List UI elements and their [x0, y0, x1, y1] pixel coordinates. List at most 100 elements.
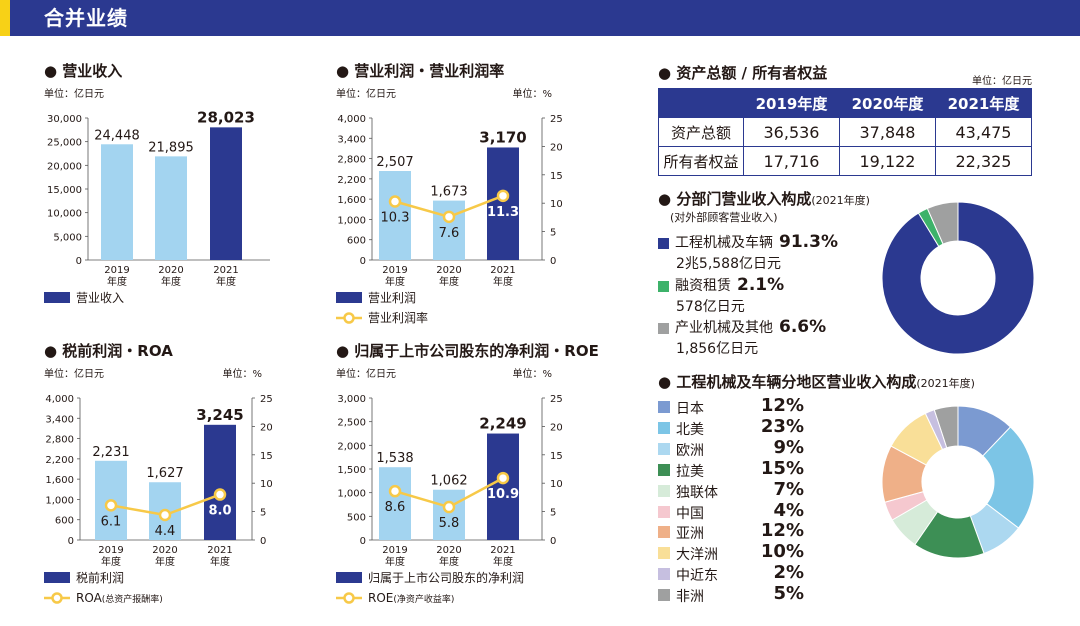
x-tick-label: 年度	[493, 555, 513, 568]
legend-swatch	[658, 421, 670, 434]
y-tick-label: 15,000	[47, 185, 82, 196]
x-tick-label: 年度	[216, 275, 236, 288]
assets-table: 2019年度 2020年度 2021年度 资产总额 36,536 37,848 …	[658, 88, 1032, 176]
segment-legend-item: 产业机械及其他 6.6%	[658, 317, 826, 337]
bar	[204, 424, 236, 540]
region-name: 中国	[676, 505, 704, 522]
bar	[487, 433, 519, 540]
line-point	[496, 471, 510, 485]
x-tick-label: 2021	[207, 545, 232, 556]
legend-label: 营业利润	[368, 291, 416, 305]
column-header: 2021年度	[935, 88, 1032, 118]
bar-value-label: 28,023	[197, 108, 255, 126]
x-tick-label: 年度	[439, 275, 459, 288]
region-name: 亚洲	[676, 526, 704, 543]
x-tick-label: 2021	[490, 545, 515, 556]
table-cell: 19,122	[839, 146, 936, 176]
bar-value-label: 1,673	[430, 185, 467, 200]
bar-value-label: 3,170	[479, 128, 526, 146]
x-tick-label: 年度	[385, 275, 405, 288]
y-tick-label: 0	[68, 536, 74, 547]
line-point	[158, 508, 172, 522]
legend-label: ROA(总资产报酬率)	[76, 591, 163, 605]
region-legend-item: 北美 23%	[658, 415, 808, 439]
legend-swatch	[658, 401, 670, 413]
bar	[379, 467, 411, 540]
y-tick-label: 10,000	[47, 209, 82, 220]
unit-label-right: 单位：%	[222, 367, 262, 380]
line-value-label: 10.3	[381, 210, 410, 225]
region-legend-item: 独联体 7%	[658, 478, 808, 502]
table-cell: 36,536	[743, 117, 840, 147]
legend-label: 营业收入	[76, 291, 124, 305]
x-tick-label: 年度	[161, 275, 181, 288]
y-tick-label: 1,000	[337, 489, 366, 500]
region-legend-item: 大洋洲 10%	[658, 541, 808, 564]
x-tick-label: 年度	[385, 555, 405, 568]
y-tick-label-right: 20	[550, 142, 563, 153]
line-point	[496, 189, 510, 203]
bar-value-label: 1,062	[430, 474, 467, 489]
y-tick-label: 600	[347, 236, 366, 247]
chart-title: ● 归属于上市公司股东的净利润・ROE	[336, 342, 599, 360]
region-percent: 7%	[773, 478, 804, 500]
y-tick-label-right: 5	[260, 508, 266, 519]
region-legend-item: 欧洲 9%	[658, 437, 808, 460]
segment-legend-item: 融资租赁 2.1%	[658, 275, 784, 295]
legend-swatch	[44, 572, 70, 583]
x-tick-label: 2020	[152, 545, 177, 556]
legend-label: 营业利润率	[368, 310, 428, 325]
y-tick-label-right: 25	[260, 394, 273, 405]
line-point	[442, 210, 456, 224]
line-value-label: 8.0	[208, 504, 231, 519]
y-tick-label: 3,000	[337, 394, 366, 405]
y-tick-label: 1,000	[337, 215, 366, 226]
unit-label: 单位：亿日元	[44, 367, 104, 380]
line-point	[104, 499, 118, 512]
y-tick-label-right: 15	[550, 451, 563, 462]
x-tick-label: 2021	[490, 265, 515, 276]
region-percent: 2%	[773, 562, 804, 584]
y-tick-label: 5,000	[53, 232, 82, 243]
chart-title: ● 营业收入	[44, 62, 122, 80]
line-value-label: 4.4	[155, 524, 176, 539]
line-point	[388, 195, 402, 208]
segment-donut-chart	[881, 201, 1035, 355]
bar	[487, 147, 519, 260]
unit-label-right: 单位：%	[512, 367, 552, 380]
table-cell: 17,716	[743, 146, 840, 176]
bar-value-label: 21,895	[148, 140, 194, 155]
region-percent: 4%	[773, 499, 804, 521]
segment-amount: 2兆5,588亿日元	[676, 256, 781, 272]
region-name: 北美	[676, 421, 704, 438]
assets-title: ● 资产总额 / 所有者权益	[658, 64, 828, 82]
y-tick-label-right: 20	[550, 422, 563, 433]
y-tick-label-right: 10	[550, 199, 563, 210]
pretax-profit-chart: ● 税前利润・ROA 单位：亿日元 单位：% 4,000 3,400 2,800 2,200…	[44, 342, 273, 605]
bullet-icon: ●	[658, 64, 677, 82]
bar-value-label: 1,538	[376, 451, 413, 466]
table-header-row: 2019年度 2020年度 2021年度	[658, 88, 1032, 118]
region-percent: 15%	[760, 457, 804, 479]
legend-swatch	[658, 526, 670, 539]
net-profit-chart: ● 归属于上市公司股东的净利润・ROE 单位：亿日元 单位：% 3,000 2,500 2…	[336, 342, 599, 605]
legend-swatch	[336, 292, 362, 303]
section-header: 合并业绩	[0, 0, 1080, 36]
column-header: 2020年度	[839, 88, 936, 118]
y-tick-label: 2,800	[45, 435, 74, 446]
bar-value-label: 3,245	[196, 406, 243, 424]
region-name: 大洋洲	[676, 547, 718, 564]
y-tick-label: 500	[347, 512, 366, 523]
bullet-icon: ●	[658, 373, 677, 391]
x-tick-label: 2019	[382, 265, 407, 276]
line-value-label: 11.3	[487, 205, 519, 220]
legend-note: (净资产收益率)	[393, 593, 454, 605]
y-tick-label-right: 25	[550, 114, 563, 125]
x-tick-label: 2020	[436, 545, 461, 556]
table-cell: 37,848	[839, 117, 936, 147]
page-title: 合并业绩	[44, 6, 128, 30]
region-percent: 23%	[760, 415, 804, 437]
bullet-icon: ●	[658, 190, 677, 208]
